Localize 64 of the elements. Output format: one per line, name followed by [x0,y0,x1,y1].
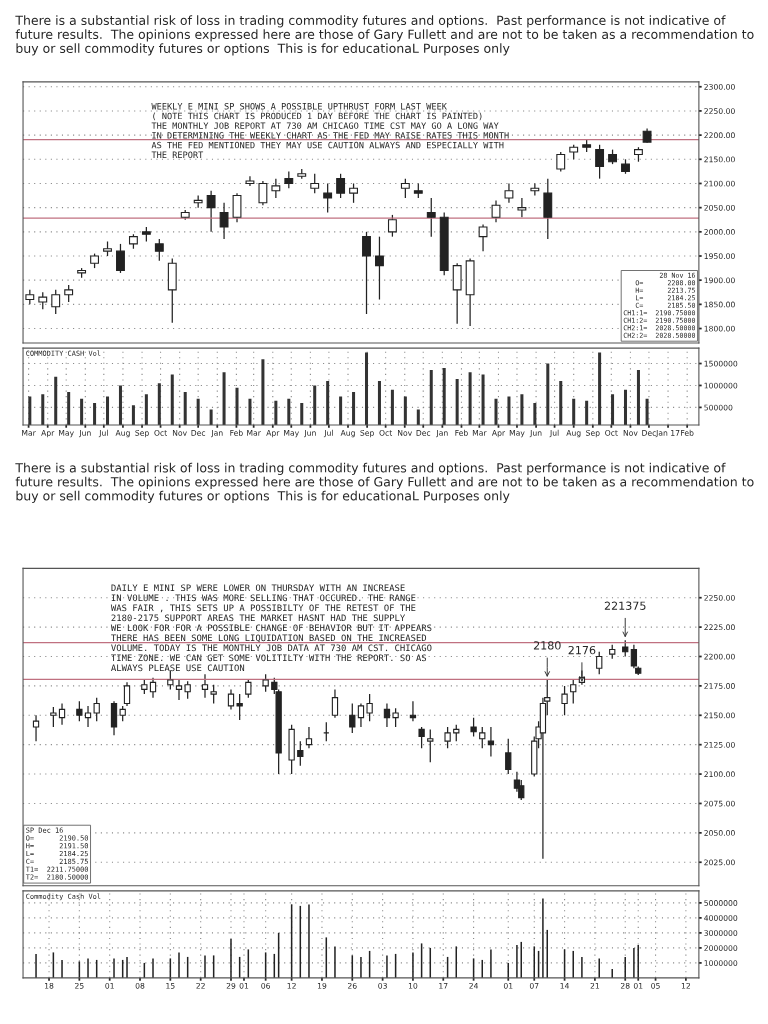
candlestick [93,697,100,722]
candlestick [110,700,118,736]
candlestick [479,726,486,749]
candlestick [232,192,242,223]
text: DAILY E MINI SP WERE LOWER ON THURSDAY WITH AN INCREASE IN VOLUME . THIS WAS MORE SELLING THAT OCCURED. THE RANGE WAS FAIR , THIS SETS UP A POSSIBILTY OF THE RETEST OF THE 2180-2175 SUPPORT AREAS THE MARKET HASNT HAD THE SUPPLY WE LOOK FOR FOR A POSSIBLE CHANGE OF BEHAVIOR BUT IT APPEARS THERE HAS BEEN SOME LONG LIQUIDATION BASED ON THE INCREASED VOLUME. TODAY IS THE MONTHLY JOB DATA AT 730 AM CST. CHICAGO TIME ZONE. WE CAN GET SOME VOLITILTY WITH THE REPORT. SO AS ALWAYS PLEASE USE CAUTION [110,584,432,672]
candlestick [76,700,83,722]
candlestick [491,199,501,223]
candlestick [149,677,157,699]
candlestick [596,651,603,675]
candlestick [387,214,397,238]
candlestick [426,197,436,238]
candlestick [595,144,605,180]
candlestick [305,726,313,749]
annotation: 2180 [533,641,561,650]
candlestick [570,679,577,705]
candlestick [201,673,209,699]
candlestick [271,178,281,199]
candlestick [375,236,384,301]
candlestick [561,685,568,716]
candlestick [175,679,183,701]
candlestick [58,702,66,726]
candlestick [245,175,255,187]
candlestick [349,182,359,204]
candlestick [323,182,333,214]
candlestick [505,738,512,775]
candlestick [336,173,346,199]
candlestick [504,182,514,204]
candlestick [227,688,235,711]
candlestick [427,728,434,763]
candlestick [206,190,216,233]
candlestick [236,693,243,721]
candlestick [556,151,566,173]
candlestick [383,702,391,728]
candlestick [310,173,320,194]
candlestick [331,688,339,719]
candlestick [297,740,304,767]
candlestick [349,702,356,734]
candlestick [366,693,373,722]
candlestick [123,681,131,707]
candlestick [258,180,268,206]
candlestick [210,684,217,705]
candlestick [444,726,451,749]
candlestick [530,182,540,197]
candlestick [219,202,229,240]
candlestick [154,238,164,262]
candlestick [487,726,495,758]
text: There is a substantial risk of loss in trading commodity futures and options. Past performance is not indicative of future results. The opinions expressed here are those of Gary Fullett and are not to be taken as a recommendation to buy or sell commodity futures or options This is for educationaL Purposes only [15,462,754,503]
candlestick [400,178,410,199]
candlestick [478,223,488,252]
candlestick [32,714,40,742]
candlestick [470,717,477,738]
annotation: 221375 [604,601,646,610]
candlestick [116,243,125,274]
text: There is a substantial risk of loss in trading commodity futures and options. Past performance is not indicative of future results. The opinions expressed here are those of Gary Fullett and are not to be taken as a recommendation to buy or sell commodity futures or options This is for educationaL Purposes only [15,15,754,56]
candlestick [362,231,371,315]
candlestick [357,702,365,728]
annotation: WEEKLY E MINI SP SHOWS A POSSIBLE UPTHRUST FORM LAST WEEK ( NOTE THIS CHART IS PRODUCED 1 DAY BEFORE THE CHART IS PAINTED) THE MONTHLY JOB REPORT AT 730 AM CHICAGO TIME CST MAY GO A LONG WAY IN DETERMINING THE WEEKLY CHART AS THE FED MAY RAISE RATES THIS MONTH AS THE FED MENTIONED THEY MAY USE CAUTION ALWAYS AND ESPECIALLY WITH THE REPORT [151,103,509,159]
candlestick [84,705,92,728]
annotation: 2176 [568,645,596,655]
candlestick [50,706,57,728]
candlestick [517,197,527,218]
candlestick [51,289,61,315]
candlestick [418,726,425,749]
candlestick [392,707,399,728]
